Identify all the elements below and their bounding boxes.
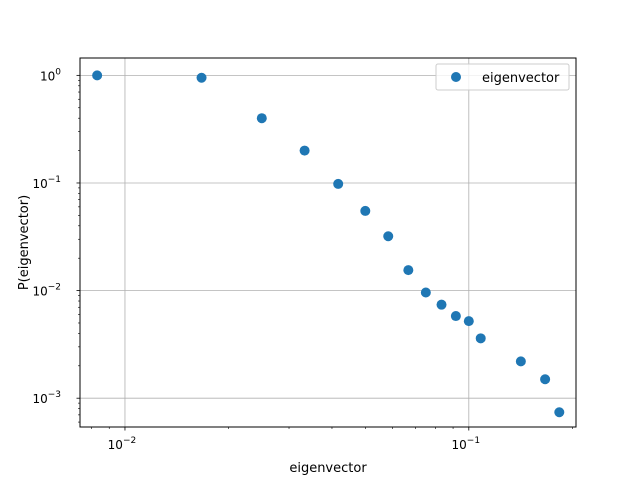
data-point — [360, 205, 371, 216]
data-point — [420, 287, 431, 298]
data-point — [196, 72, 207, 83]
data-point — [515, 356, 526, 367]
legend-label: eigenvector — [482, 71, 560, 86]
data-point — [540, 374, 551, 385]
data-point — [463, 316, 474, 327]
data-point — [256, 113, 267, 124]
data-point — [403, 265, 414, 276]
data-points — [92, 70, 565, 418]
plot-frame — [79, 57, 577, 428]
x-axis-label: eigenvector — [289, 461, 367, 476]
legend-marker — [451, 72, 461, 82]
data-point — [383, 231, 394, 242]
data-point — [450, 311, 461, 322]
y-axis-label: P(eigenvector) — [17, 195, 32, 290]
data-point — [436, 299, 447, 310]
data-point — [333, 178, 344, 189]
data-point — [554, 407, 565, 418]
legend-box — [435, 63, 570, 91]
data-point — [475, 333, 486, 344]
legend: eigenvector — [435, 63, 570, 91]
data-point — [299, 145, 310, 156]
data-point — [92, 70, 103, 81]
